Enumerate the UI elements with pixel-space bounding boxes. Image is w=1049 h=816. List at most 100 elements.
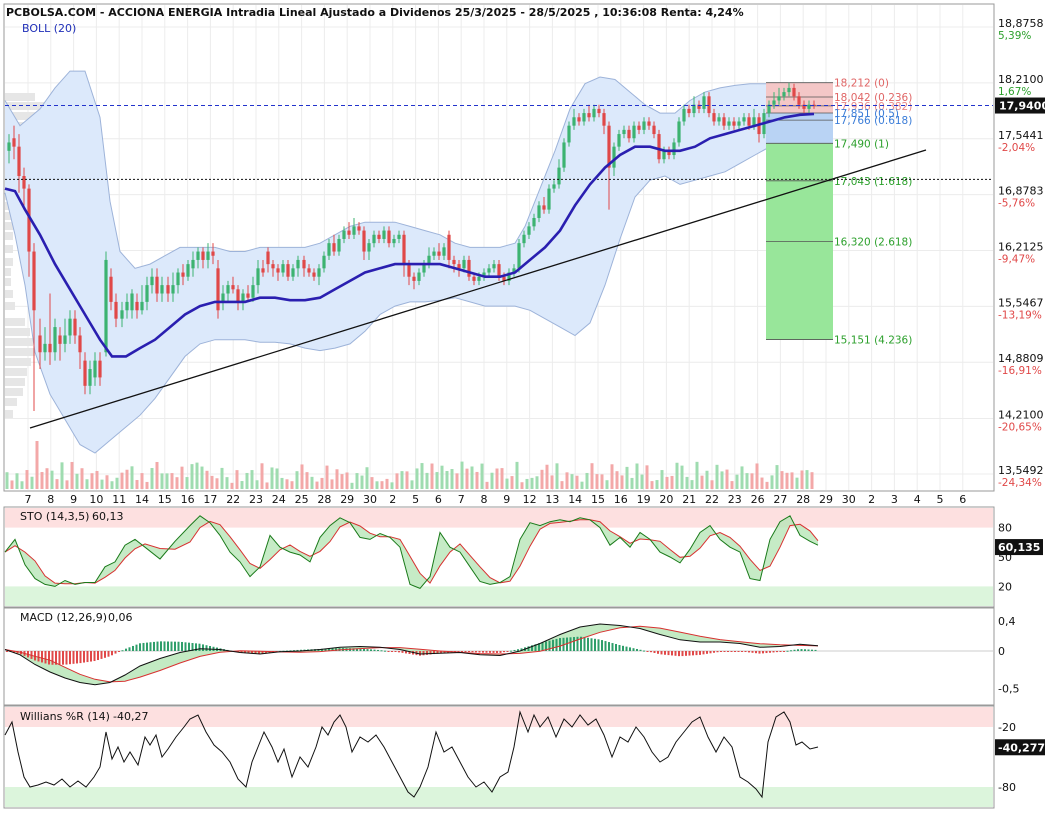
price-tick: 13,5492 xyxy=(998,464,1044,477)
volume-bar xyxy=(716,465,719,489)
candle-body xyxy=(322,256,325,269)
candle-body xyxy=(602,113,605,126)
volume-bar xyxy=(576,476,579,489)
candle-body xyxy=(114,302,117,319)
candle-body xyxy=(497,264,500,277)
volume-bar xyxy=(691,480,694,489)
macd-histogram xyxy=(167,642,169,651)
candle-body xyxy=(687,109,690,113)
volume-bar xyxy=(676,463,679,489)
macd-histogram xyxy=(139,643,141,651)
macd-histogram xyxy=(769,651,771,653)
candle-body xyxy=(487,268,490,272)
volume-bar xyxy=(426,473,429,489)
candle-body xyxy=(302,260,305,268)
volume-bar xyxy=(501,468,504,489)
volume-bar xyxy=(516,462,519,489)
pct-tick: -20,65% xyxy=(998,422,1042,434)
macd-level-zero: 0 xyxy=(998,645,1005,658)
date-tick: 13 xyxy=(545,493,559,506)
macd-histogram xyxy=(724,651,726,652)
macd-histogram xyxy=(76,651,78,663)
candle-body xyxy=(22,176,25,189)
volume-bar xyxy=(651,481,654,489)
volume-bar xyxy=(646,465,649,489)
volume-bar xyxy=(76,474,79,489)
candle-body xyxy=(236,289,239,302)
volume-bar xyxy=(571,474,574,489)
volume-bar xyxy=(216,478,219,489)
volume-bar xyxy=(236,470,239,489)
macd-histogram xyxy=(636,649,638,651)
macd-histogram xyxy=(776,651,778,652)
pct-tick: -9,47% xyxy=(998,254,1035,266)
macd-histogram xyxy=(472,651,474,652)
volume-bar xyxy=(31,477,34,489)
macd-histogram xyxy=(363,649,365,651)
pct-tick: -5,76% xyxy=(998,198,1035,210)
macd-histogram xyxy=(500,651,502,653)
volume-bar xyxy=(521,482,524,489)
macd-histogram xyxy=(710,651,712,653)
candle-body xyxy=(261,268,264,272)
profile-bar xyxy=(5,398,17,406)
volume-bar xyxy=(91,473,94,489)
volume-bar xyxy=(116,478,119,489)
macd-histogram xyxy=(101,651,103,659)
candle-body xyxy=(171,285,174,293)
pct-tick: -24,34% xyxy=(998,477,1042,489)
volume-bar xyxy=(311,477,314,489)
volume-bar xyxy=(206,471,209,489)
candle-body xyxy=(291,268,294,276)
volume-bar xyxy=(351,483,354,489)
date-tick: 7 xyxy=(458,493,465,506)
profile-bar xyxy=(5,93,35,101)
macd-histogram xyxy=(643,651,645,652)
fib-zone-blue xyxy=(766,113,833,143)
candle-body xyxy=(63,335,66,343)
volume-bar xyxy=(486,482,489,489)
candle-body xyxy=(632,126,635,139)
candle-body xyxy=(402,235,405,264)
macd-histogram xyxy=(811,650,813,651)
candle-body xyxy=(38,335,41,352)
macd-histogram xyxy=(717,651,719,652)
macd-histogram xyxy=(759,651,761,654)
volume-bar xyxy=(366,467,369,489)
macd-histogram xyxy=(468,651,470,652)
candle-body xyxy=(677,121,680,142)
date-tick: 6 xyxy=(435,493,442,506)
macd-histogram xyxy=(790,650,792,651)
candle-body xyxy=(78,335,81,352)
date-tick: 22 xyxy=(226,493,240,506)
candle-body xyxy=(130,294,133,311)
macd-histogram xyxy=(377,650,379,651)
candle-body xyxy=(702,96,705,109)
volume-bar xyxy=(276,468,279,489)
volume-bar xyxy=(666,477,669,489)
macd-histogram xyxy=(388,651,390,652)
date-tick: 3 xyxy=(891,493,898,506)
candle-body xyxy=(732,121,735,125)
macd-histogram xyxy=(164,641,166,651)
candle-body xyxy=(83,361,86,386)
macd-histogram xyxy=(661,651,663,654)
volume-bar xyxy=(36,441,39,489)
candle-body xyxy=(642,121,645,129)
fib-label: 17,043 (1.618) xyxy=(834,176,912,188)
date-tick: 22 xyxy=(705,493,719,506)
candle-body xyxy=(357,226,360,230)
volume-bar xyxy=(781,471,784,489)
candle-body xyxy=(7,142,10,150)
volume-bar xyxy=(321,478,324,489)
current-price-label: 17,9400 xyxy=(999,100,1049,113)
candle-body xyxy=(532,218,535,226)
candle-body xyxy=(307,268,310,272)
macd-histogram xyxy=(115,651,117,654)
candle-body xyxy=(662,151,665,159)
volume-bar xyxy=(201,467,204,489)
volume-bar xyxy=(246,473,249,489)
candle-body xyxy=(155,277,158,294)
macd-histogram xyxy=(570,637,572,651)
macd-histogram xyxy=(199,644,201,651)
